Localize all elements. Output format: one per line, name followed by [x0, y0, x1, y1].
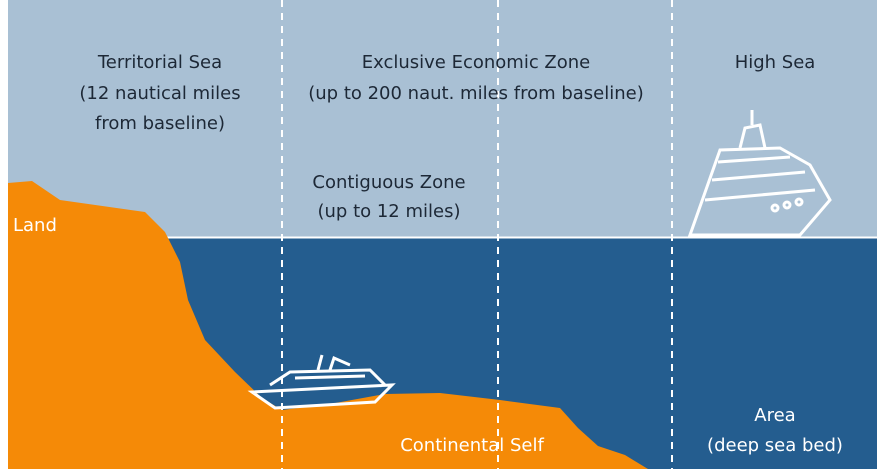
land-label: Land — [13, 215, 57, 236]
zone-label: High Sea — [735, 52, 816, 73]
zone-label: (up to 200 naut. miles from baseline) — [308, 83, 644, 104]
zone-label: (deep sea bed) — [707, 435, 843, 456]
zone-label: from baseline) — [95, 113, 225, 134]
zone-label: Area — [754, 405, 795, 426]
zone-label: Territorial Sea — [97, 52, 222, 73]
zone-label: (12 nautical miles — [79, 83, 240, 104]
maritime-zones-diagram: Territorial Sea (12 nautical miles from … — [0, 0, 877, 469]
zone-label: (up to 12 miles) — [317, 201, 460, 222]
shelf-label: Continental Self — [400, 435, 544, 456]
zone-label: Exclusive Economic Zone — [362, 52, 591, 73]
zone-label: Contiguous Zone — [312, 172, 465, 193]
